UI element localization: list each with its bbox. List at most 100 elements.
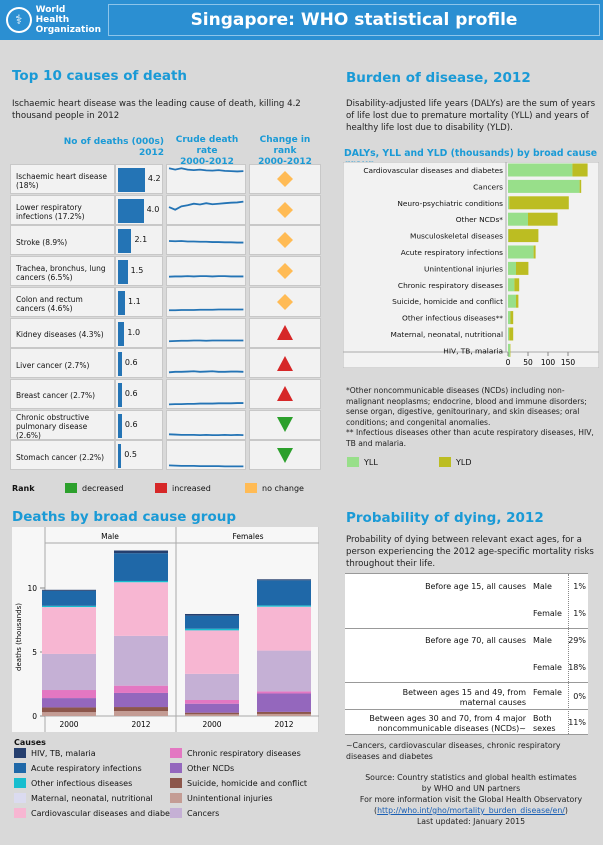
stack-segment [185, 628, 239, 631]
yld-bar [509, 196, 569, 210]
causes-legend-title: Causes [14, 738, 46, 747]
x-tick-label: 2000 [59, 720, 78, 729]
who-emblem-icon: ⚕ [6, 7, 32, 33]
cause-row: Kidney diseases (4.3%) 1.0 [10, 317, 321, 348]
rate-sparkline-cell [166, 286, 246, 317]
cause-label: Kidney diseases (4.3%) [10, 317, 115, 348]
deaths-value: 0.6 [124, 419, 138, 429]
cause-swatch [14, 748, 26, 758]
deaths-cell: 1.0 [115, 317, 163, 348]
probability-sex: Male [533, 636, 552, 645]
category-label: Other NCDs* [456, 215, 504, 224]
cause-swatch [14, 763, 26, 773]
category-label: Maternal, neonatal, nutritional [391, 330, 503, 339]
rank-change-cell [249, 317, 321, 348]
cause-label: Colon and rectum cancers (4.6%) [10, 286, 115, 317]
cause-legend-label: Other infectious diseases [31, 778, 133, 788]
yld-bar [579, 179, 582, 193]
stack-segment [257, 711, 311, 714]
cause-swatch [14, 778, 26, 788]
cause-row: Lower respiratory infections (17.2%) 4.0 [10, 194, 321, 225]
stack-segment [42, 653, 96, 691]
burden-title: Burden of disease, 2012 [346, 70, 531, 86]
yll-bar [508, 245, 534, 259]
yll-bar [508, 343, 510, 357]
x-tick-label: 2000 [202, 720, 221, 729]
x-tick-label: 0 [506, 358, 511, 367]
x-tick-label: 2012 [131, 720, 150, 729]
gho-link[interactable]: http://who.int/gho/mortality_burden_dise… [377, 806, 565, 815]
col-rank: Change in rank [259, 135, 311, 156]
burden-description: Disability-adjusted life years (DALYs) a… [346, 99, 596, 133]
sparkline [168, 433, 244, 436]
deaths-cell: 4.0 [115, 194, 163, 225]
probability-value: 11% [568, 718, 586, 727]
source-line1: Source: Country statistics and global he… [365, 773, 577, 782]
decreased-swatch [65, 483, 77, 493]
legend-no-change: no change [262, 483, 304, 493]
cause-label: Liver cancer (2.7%) [10, 348, 115, 379]
deaths-bar [118, 229, 132, 254]
deaths-cell: 0.6 [115, 348, 163, 379]
col-deaths-year: 2012 [138, 148, 164, 158]
deaths-bar [118, 198, 144, 223]
cause-legend-item: Acute respiratory infections [14, 763, 142, 773]
stack-segment [114, 635, 168, 686]
yld-bar [514, 278, 520, 292]
probability-footnote: ~Cancers, cardiovascular diseases, chron… [346, 741, 561, 761]
cause-row: Stroke (8.9%) 2.1 [10, 225, 321, 256]
cause-name: Breast cancer (2.7%) [16, 391, 96, 401]
cause-name: Stomach cancer (2.2%) [16, 452, 105, 462]
rank-change-cell [249, 194, 321, 225]
triangle-up-icon [277, 355, 293, 371]
cause-label: Lower respiratory infections (17.2%) [10, 194, 115, 225]
stack-segment [257, 693, 311, 712]
deaths-value: 1.5 [130, 266, 144, 276]
deaths-value: 2.1 [134, 235, 148, 245]
sparkline [168, 240, 244, 244]
sparkline [168, 402, 244, 406]
x-tick-label: 50 [523, 358, 533, 367]
rate-sparkline-cell [166, 194, 246, 225]
rate-sparkline-cell [166, 256, 246, 287]
stack-segment [257, 580, 311, 606]
deaths-value: 4.0 [146, 204, 160, 214]
source-line2: by WHO and UN partners [421, 784, 521, 793]
probability-value: 0% [573, 692, 586, 701]
rate-sparkline-cell [166, 164, 246, 194]
stack-segment [185, 712, 239, 715]
x-tick-label: 2012 [274, 720, 293, 729]
stack-segment [114, 550, 168, 554]
burden-chart: Cardiovascular diseases and diabetes Canc… [343, 162, 599, 368]
yld-bar [516, 294, 519, 308]
cause-row: Trachea, bronchus, lung cancers (6.5%) 1… [10, 256, 321, 287]
x-tick-label: 100 [541, 358, 556, 367]
yll-bar [508, 261, 516, 275]
stack-segment [42, 590, 96, 606]
facet-label: Females [232, 532, 263, 541]
logo-line1: World Health [35, 5, 70, 25]
cause-legend-label: HIV, TB, malaria [31, 748, 96, 758]
stack-segment [42, 605, 96, 608]
rate-sparkline-cell [166, 440, 246, 471]
col-deaths: No of deaths (000s) [63, 137, 164, 147]
stack-segment [257, 713, 311, 716]
deaths-cell: 1.5 [115, 256, 163, 287]
cause-name: Trachea, bronchus, lung cancers (6.5%) [16, 264, 106, 283]
probability-label: Between ages 15 and 49, from maternal ca… [402, 688, 526, 707]
cause-legend-label: Chronic respiratory diseases [187, 748, 301, 758]
deaths-cell: 4.2 [115, 164, 163, 194]
rank-change-cell [249, 440, 321, 471]
rate-sparkline-cell [166, 409, 246, 440]
probability-label: Between ages 30 and 70, from 4 major non… [369, 714, 526, 733]
x-tick-label: 150 [561, 358, 576, 367]
cause-label: Chronic obstructive pulmonary disease (2… [10, 409, 115, 440]
last-updated: Last updated: January 2015 [416, 817, 526, 826]
burden-note1: *Other noncommunicable diseases (NCDs) i… [346, 386, 587, 427]
cause-name: Liver cancer (2.7%) [16, 360, 90, 370]
stack-segment [257, 691, 311, 694]
rank-change-cell [249, 378, 321, 409]
deaths-bar [118, 352, 122, 377]
deaths-value: 0.5 [124, 450, 137, 460]
stack-segment [257, 606, 311, 651]
